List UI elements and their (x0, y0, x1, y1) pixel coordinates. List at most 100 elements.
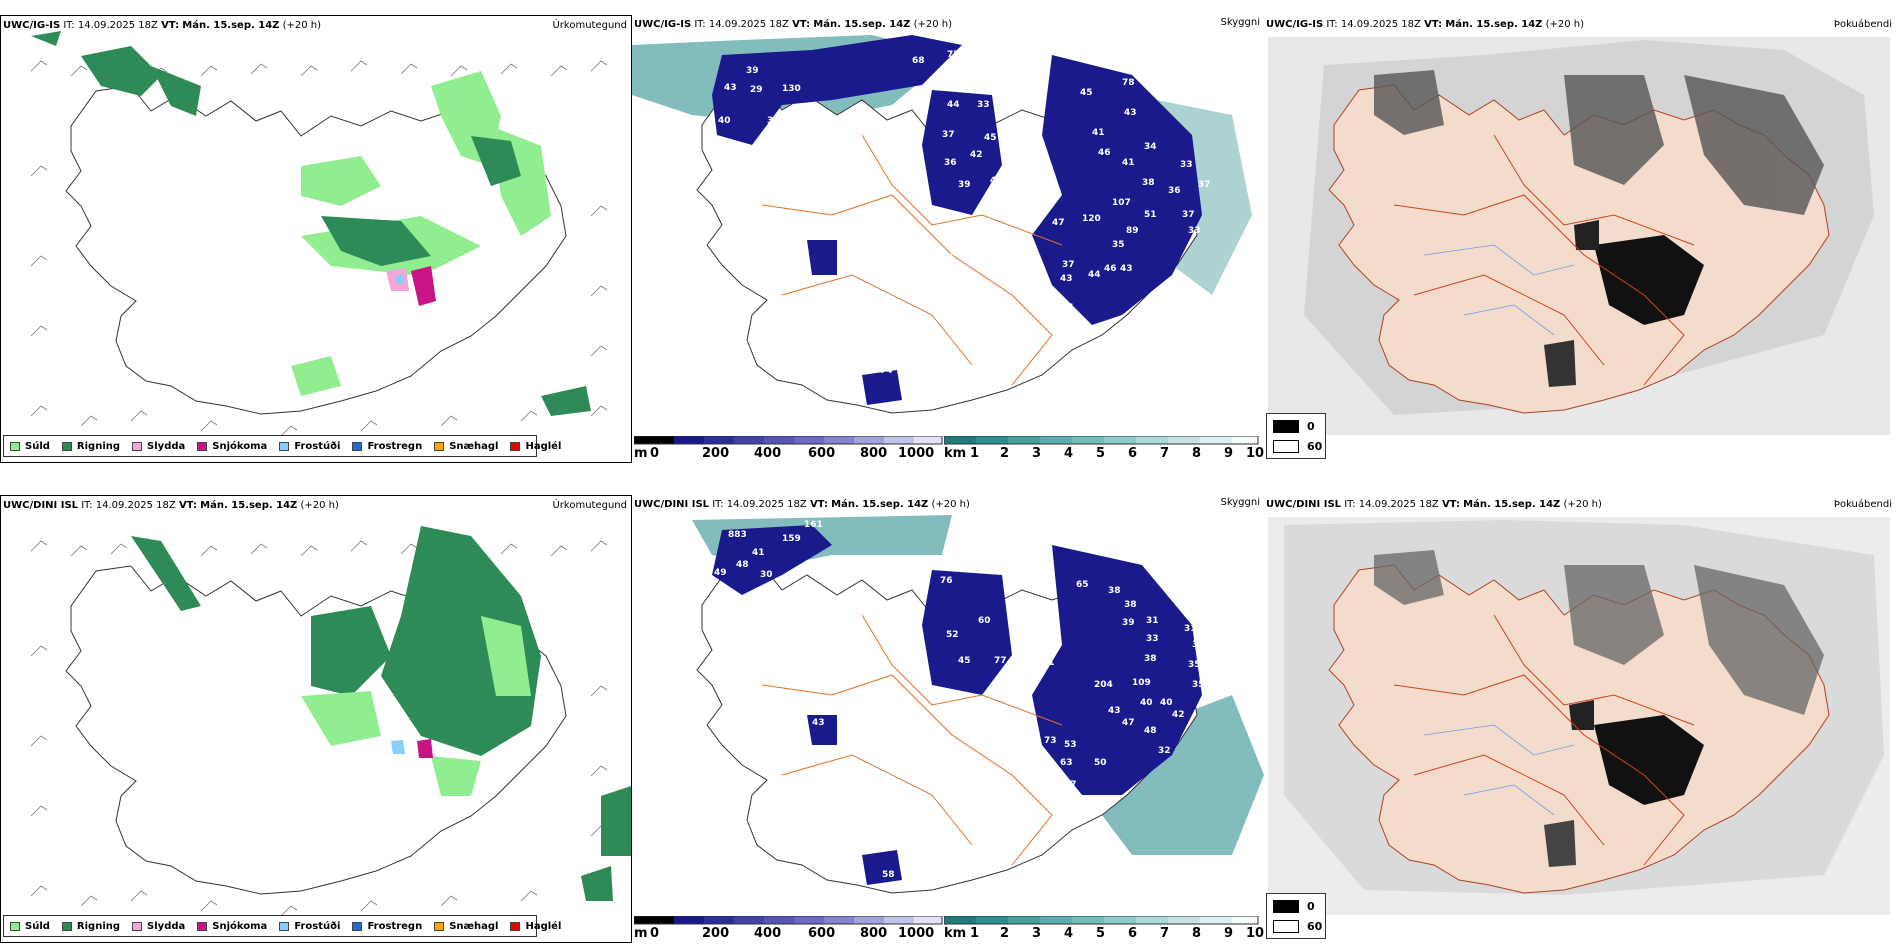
num-label: 30 (1060, 818, 1073, 828)
num-label: 44 (947, 100, 960, 110)
num-label: 43 (1108, 706, 1121, 716)
cloud-colorbar-swatches (634, 436, 943, 445)
vis-tick: 9 (1224, 446, 1234, 461)
num-label: 32 (904, 388, 917, 398)
num-label: 63 (1060, 758, 1073, 768)
num-label: 34 (767, 116, 780, 126)
num-label: 36 (944, 158, 957, 168)
vis-tick: 10 (1246, 446, 1265, 461)
vis-tick: 1 (970, 926, 980, 941)
cloud-title-row1: UWC/IG-IS IT: 14.09.2025 18Z VT: Mán. 15… (634, 19, 953, 30)
cloud-tick: 0 (650, 926, 660, 941)
num-label: 78 (1122, 78, 1135, 88)
num-label: 37 (1182, 210, 1195, 220)
visibility-colorbar-row1: km 1 2 3 4 5 6 7 8 9 10 (944, 436, 1264, 461)
legend-suld: Súld (10, 921, 50, 932)
num-label: 52 (948, 248, 961, 258)
cloud-tick: 800 (860, 446, 888, 461)
cloud-tick: 400 (754, 446, 782, 461)
num-label: 42 (1172, 710, 1185, 720)
num-label: 33 (1146, 634, 1159, 644)
vis-tick: 8 (1192, 926, 1202, 941)
cloud-colorbar-swatches (634, 916, 943, 925)
cloud-tick: 1000 (898, 926, 935, 941)
num-label: 76 (908, 358, 921, 368)
num-label: 50 (1094, 758, 1107, 768)
precip-map-row2 (30, 526, 631, 917)
num-label: 130 (782, 84, 801, 94)
num-label: 89 (1126, 226, 1139, 236)
vis-tick: 7 (1160, 926, 1170, 941)
cloud-labels-row1: 39 43 29 130 40 34 57 52 68 75 44 33 37 … (718, 50, 1211, 398)
num-label: 40 (1140, 698, 1153, 708)
num-label: 33 (977, 100, 990, 110)
fog-map-row1 (1268, 37, 1890, 435)
num-label: 58 (882, 870, 895, 880)
vis-tick: 2 (1000, 446, 1010, 461)
legend-frostregn: Frostregn (352, 441, 422, 452)
num-label: 41 (1122, 158, 1135, 168)
num-label: 40 (1160, 698, 1173, 708)
num-label: 61 (1042, 658, 1055, 668)
cloud-labels-row2: 883 161 159 41 48 30 34 49 76 60 52 45 7… (714, 520, 1205, 880)
vis-tick: 4 (1064, 446, 1074, 461)
num-label: 48 (736, 560, 749, 570)
num-label: 75 (947, 50, 960, 60)
fog-title-row2: UWC/DINI ISL IT: 14.09.2025 18Z VT: Mán.… (1266, 499, 1602, 510)
visibility-colorbar-swatches (944, 436, 1259, 445)
num-label: 45 (958, 656, 971, 666)
fog-legend-row2: 0 60 (1266, 893, 1326, 939)
fog-panel-label-row2: Þokuábendi (1833, 499, 1892, 510)
fog-panel-row2: UWC/DINI ISL IT: 14.09.2025 18Z VT: Mán.… (1264, 495, 1900, 943)
num-label: 76 (940, 576, 953, 586)
cloud-title-row2: UWC/DINI ISL IT: 14.09.2025 18Z VT: Mán.… (634, 499, 970, 510)
num-label: 38 (1108, 586, 1121, 596)
legend-frostudi: Frostúði (279, 921, 340, 932)
num-label: 60 (978, 616, 991, 626)
legend-snjokoma: Snjókoma (197, 921, 267, 932)
num-label: 46 (1104, 264, 1117, 274)
num-label: 45 (984, 133, 997, 143)
num-label: 33 (1180, 160, 1193, 170)
cloud-tick: 200 (702, 926, 730, 941)
num-label: 43 (724, 83, 737, 93)
visibility-colorbar-swatches (944, 916, 1259, 925)
cloud-unit: m (634, 446, 648, 461)
precip-panel-row2: UWC/DINI ISL IT: 14.09.2025 18Z VT: Mán.… (0, 495, 632, 943)
precip-title-row1: UWC/IG-IS IT: 14.09.2025 18Z VT: Mán. 15… (3, 20, 322, 31)
legend-suld: Súld (10, 441, 50, 452)
num-label: 48 (1144, 726, 1157, 736)
num-label: 32 (1158, 746, 1171, 756)
num-label: 41 (752, 548, 765, 558)
precip-panel-row1: UWC/IG-IS IT: 14.09.2025 18Z VT: Mán. 15… (0, 15, 632, 463)
cloud-colorbar-row2: m 0 200 400 600 800 1000 (632, 916, 943, 941)
vis-tick: 9 (1224, 926, 1234, 941)
precip-map-row1 (30, 31, 608, 437)
vis-tick: 6 (1128, 926, 1138, 941)
precip-panel-label-row2: Úrkomutegund (552, 500, 627, 511)
legend-rigning: Rigning (61, 441, 120, 452)
num-label: 43 (1124, 108, 1137, 118)
visibility-unit: km (944, 446, 967, 461)
vis-tick: 10 (1246, 926, 1265, 941)
num-label: 53 (1064, 740, 1077, 750)
num-label: 34 (1192, 640, 1205, 650)
precip-legend-row1: Súld Rigning Slydda Snjókoma Frostúði Fr… (3, 435, 561, 457)
num-label: 43 (1060, 274, 1073, 284)
vis-tick: 7 (1160, 446, 1170, 461)
num-label: 31 (1146, 616, 1159, 626)
num-label: 37 (1062, 260, 1075, 270)
num-label: 49 (714, 568, 727, 578)
visibility-panel-label-row2: Skyggni (1220, 497, 1260, 508)
num-label: 39 (1122, 618, 1135, 628)
vis-tick: 8 (1192, 446, 1202, 461)
num-label: 40 (718, 116, 731, 126)
legend-snaehagl: Snæhagl (434, 441, 498, 452)
fog-panel-row1: UWC/IG-IS IT: 14.09.2025 18Z VT: Mán. 15… (1264, 15, 1900, 463)
num-label: 52 (946, 630, 959, 640)
num-label: 43 (1120, 264, 1133, 274)
num-label: 46 (1028, 263, 1041, 273)
visibility-colorbar-row2: km 1 2 3 4 5 6 7 8 9 10 (944, 916, 1264, 941)
num-label: 46 (1098, 148, 1111, 158)
num-label: 35 (1112, 240, 1125, 250)
